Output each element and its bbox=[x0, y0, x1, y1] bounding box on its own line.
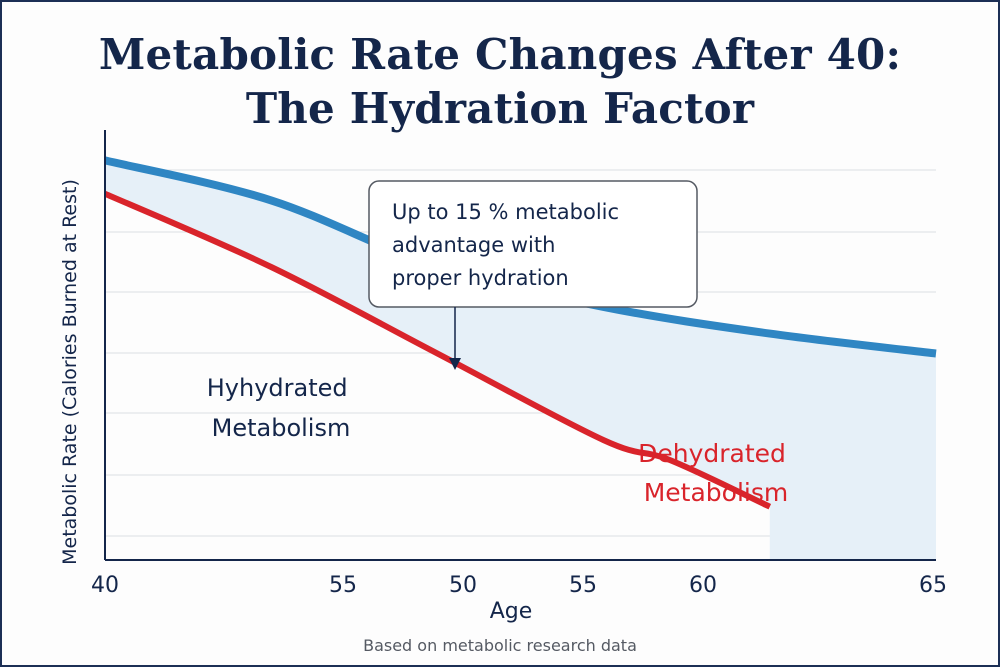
callout-text: Up to 15 % metabolic advantage with prop… bbox=[392, 200, 626, 290]
callout-line-3: proper hydration bbox=[392, 266, 569, 290]
x-tick-label: 65 bbox=[919, 573, 947, 598]
title-line-1: Metabolic Rate Changes After 40: bbox=[98, 30, 902, 79]
series-line-dehydrated bbox=[105, 190, 772, 510]
callout-arrow-head bbox=[449, 358, 461, 370]
x-tick-label: 40 bbox=[91, 573, 119, 598]
footnote: Based on metabolic research data bbox=[363, 636, 637, 655]
x-tick-labels: 40 55 50 55 60 65 bbox=[91, 573, 947, 598]
dehydrated-label-line-2: Metabolism bbox=[644, 478, 789, 507]
x-tick-label: 60 bbox=[689, 573, 717, 598]
axes bbox=[104, 130, 936, 561]
hydrated-series-label: Hyhydrated Metabolism bbox=[207, 374, 356, 442]
callout-box bbox=[368, 180, 698, 308]
x-tick-label: 50 bbox=[449, 573, 477, 598]
x-axis-label: Age bbox=[490, 599, 533, 624]
x-tick-label: 55 bbox=[329, 573, 357, 598]
dehydrated-series-label: Dehydrated Metabolism bbox=[638, 439, 794, 507]
hydrated-label-line-2: Metabolism bbox=[212, 414, 351, 442]
y-axis-label: Metabolic Rate (Calories Burned at Rest) bbox=[59, 179, 81, 565]
annotation-callout: Up to 15 % metabolic advantage with prop… bbox=[368, 180, 698, 370]
callout-line-1: Up to 15 % metabolic bbox=[392, 200, 619, 224]
chart-title: Metabolic Rate Changes After 40: The Hyd… bbox=[0, 28, 1000, 136]
x-tick-label: 55 bbox=[569, 573, 597, 598]
title-line-2: The Hydration Factor bbox=[245, 84, 755, 133]
callout-line-2: advantage with bbox=[392, 233, 555, 257]
hydrated-label-line-1: Hyhydrated bbox=[207, 374, 348, 402]
advantage-band bbox=[105, 160, 936, 560]
dehydrated-label-line-1: Dehydrated bbox=[638, 439, 786, 468]
